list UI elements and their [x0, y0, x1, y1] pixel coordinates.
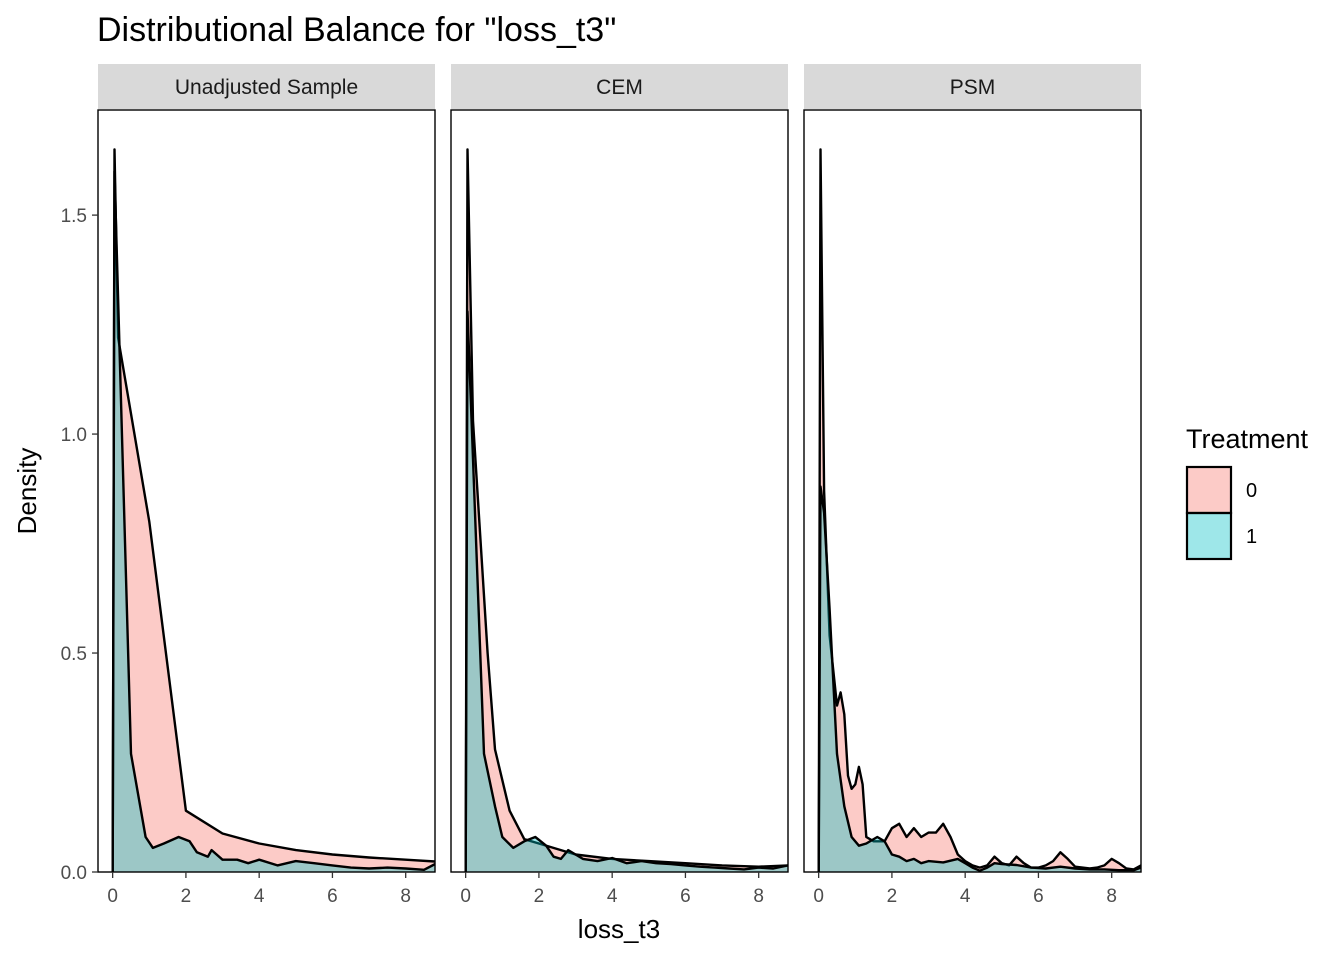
strip-label: CEM: [596, 76, 643, 99]
x-tick-label: 2: [887, 886, 898, 907]
legend-item-0: 0: [1185, 465, 1257, 515]
density-areas: [464, 148, 788, 872]
density-line-treatment-1: [817, 485, 1141, 872]
x-tick-label: 6: [1033, 886, 1044, 907]
density-area-treatment-0: [465, 149, 788, 872]
x-tick-label: 4: [960, 886, 971, 907]
x-tick-label: 4: [254, 886, 265, 907]
panel-3: PSM 0 2 4 6 8: [803, 64, 1142, 907]
legend-items: 01: [1185, 465, 1257, 561]
facet-panels: Unadjusted Sample 0 2 4 6 8 0.0 0.5 1.0 1.5 CEM 0 2 4…: [61, 64, 1142, 907]
strip-label: PSM: [950, 76, 996, 99]
y-tick-label: 0.0: [61, 863, 87, 884]
strip-background: [804, 64, 1141, 109]
density-area-treatment-1: [465, 311, 788, 872]
x-tick-label: 6: [327, 886, 338, 907]
x-tick-label: 2: [534, 886, 545, 907]
legend: Treatment 01: [1185, 424, 1309, 561]
legend-label: 1: [1246, 526, 1257, 548]
legend-title: Treatment: [1186, 424, 1309, 454]
legend-key: [1185, 511, 1233, 561]
chart-title: Distributional Balance for "loss_t3": [97, 11, 616, 49]
density-line-treatment-1: [464, 310, 788, 872]
strip-background: [451, 64, 788, 109]
density-line-treatment-0: [464, 148, 788, 872]
panel-border: [803, 109, 1142, 873]
density-area-treatment-0: [112, 149, 435, 872]
x-tick-label: 8: [753, 886, 764, 907]
strip-background: [98, 64, 435, 109]
density-line-treatment-1: [111, 170, 435, 872]
strip-label: Unadjusted Sample: [175, 76, 358, 99]
panel-2: CEM 0 2 4 6 8: [450, 64, 789, 907]
density-areas: [817, 148, 1141, 872]
density-areas: [111, 148, 435, 872]
x-tick-label: 2: [181, 886, 192, 907]
panel-border: [97, 109, 436, 873]
legend-key: [1185, 465, 1233, 515]
y-tick-label: 1.0: [61, 425, 87, 446]
density-line-treatment-0: [817, 148, 1141, 872]
x-tick-label: 8: [1106, 886, 1117, 907]
y-tick-label: 1.5: [61, 206, 87, 227]
x-axis-title: loss_t3: [578, 914, 660, 944]
panel-1: Unadjusted Sample 0 2 4 6 8 0.0 0.5 1.0 1.5: [61, 64, 436, 907]
legend-item-1: 1: [1185, 511, 1257, 561]
y-axis-title: Density: [12, 448, 42, 535]
x-tick-label: 4: [607, 886, 618, 907]
x-tick-label: 8: [400, 886, 411, 907]
legend-label: 0: [1246, 480, 1257, 502]
x-tick-label: 0: [813, 886, 824, 907]
density-area-treatment-1: [818, 486, 1141, 872]
panel-border: [450, 109, 789, 873]
density-area-treatment-0: [818, 149, 1141, 872]
x-tick-label: 0: [460, 886, 471, 907]
x-tick-label: 0: [107, 886, 118, 907]
x-tick-label: 6: [680, 886, 691, 907]
y-tick-label: 0.5: [61, 644, 87, 665]
